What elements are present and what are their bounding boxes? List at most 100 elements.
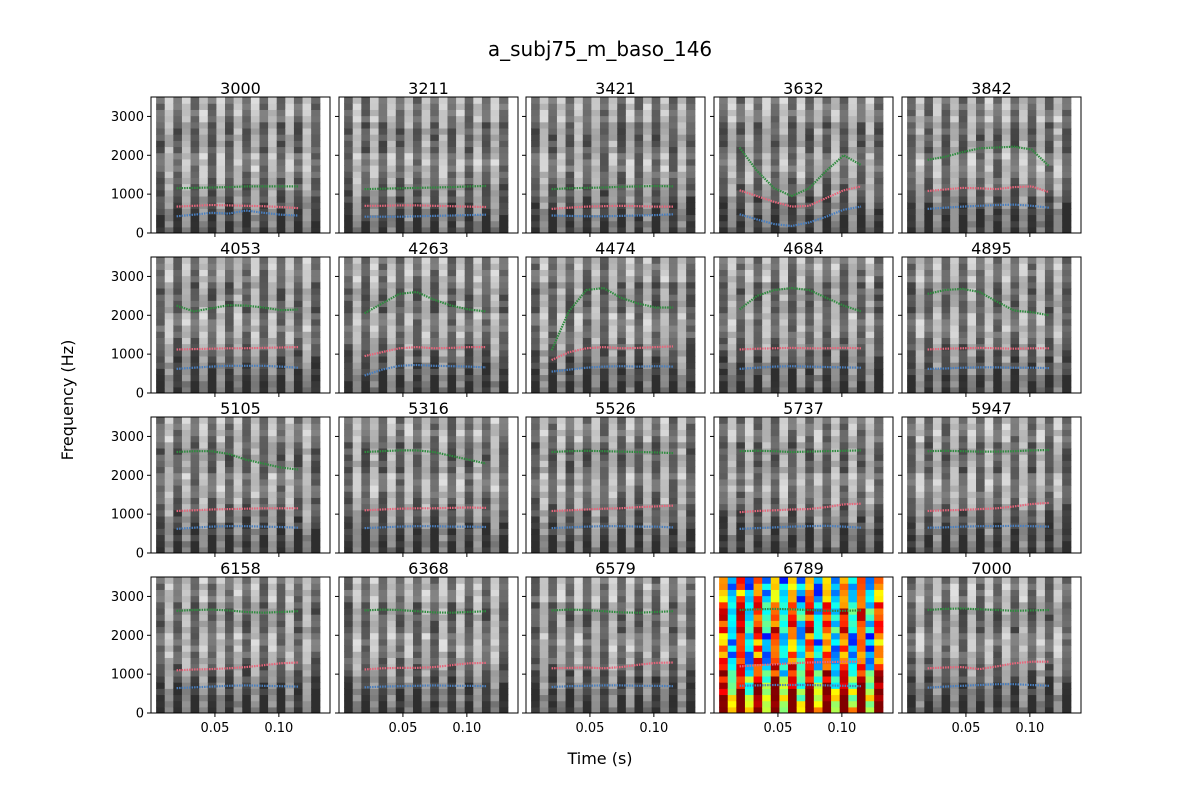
panel: 3421 <box>522 79 706 237</box>
panel-frame <box>901 96 1082 234</box>
formant-track-f3 <box>364 184 487 191</box>
panel-frame <box>150 96 331 234</box>
formant-track-f3 <box>551 449 674 455</box>
y-tick-label: 1000 <box>111 348 144 363</box>
spectrogram-image <box>902 417 1081 553</box>
panel-title: 4684 <box>783 239 824 258</box>
panel-frame <box>338 256 519 394</box>
formant-track-f1 <box>551 213 674 218</box>
panel: 4053 0 1000 2000 3000 <box>111 239 331 402</box>
panel: 5947 <box>898 399 1082 557</box>
y-tick-label: 0 <box>136 227 144 242</box>
panel: 6158 0.05 0.10 0 1000 2000 3000 <box>111 559 331 736</box>
x-tick-label: 0.05 <box>951 721 980 736</box>
y-tick-label: 1000 <box>111 508 144 523</box>
panel-frame <box>525 256 706 394</box>
panel-frame <box>901 416 1082 554</box>
panel: 4263 <box>335 239 519 397</box>
formant-track-f2 <box>739 660 861 668</box>
panel: 4474 <box>522 239 706 397</box>
panel-frame <box>338 416 519 554</box>
panel: 3842 <box>898 79 1082 237</box>
formant-track-f3 <box>364 290 487 315</box>
panel-title: 3211 <box>408 79 449 98</box>
formant-track-f1 <box>176 209 299 218</box>
panel: 6579 0.05 0.10 <box>522 559 706 736</box>
formant-track-f3 <box>551 184 674 191</box>
formant-track-f3 <box>739 449 862 454</box>
formant-track-f3 <box>551 608 674 614</box>
spectrogram-image <box>151 257 330 393</box>
panel-title: 4895 <box>971 239 1012 258</box>
panel-frame <box>338 576 519 714</box>
panel-title: 4474 <box>595 239 636 258</box>
formant-track-f2 <box>551 504 674 513</box>
spectrogram-image <box>714 417 893 553</box>
formant-track-f3 <box>739 607 862 612</box>
x-axis-label: Time (s) <box>566 749 632 768</box>
formant-track-f1 <box>364 684 487 689</box>
spectrogram-image <box>526 97 705 233</box>
panel: 5105 0 1000 2000 3000 <box>111 399 331 562</box>
x-tick-label: 0.05 <box>200 721 229 736</box>
formant-track-f3 <box>927 448 1050 453</box>
formant-track-f3 <box>927 145 1050 167</box>
panel: 5526 <box>522 399 706 557</box>
panel-title: 5947 <box>971 399 1012 418</box>
panel-frame <box>150 256 331 394</box>
x-tick-label: 0.05 <box>763 721 792 736</box>
panel: 6789 0.05 0.10 <box>710 559 894 736</box>
formant-track-f2 <box>364 204 487 209</box>
formant-track-f2 <box>364 345 486 358</box>
y-tick-label: 3000 <box>111 110 144 125</box>
formant-track-f1 <box>551 525 674 530</box>
formant-track-f2 <box>176 203 299 210</box>
x-tick-label: 0.10 <box>264 721 293 736</box>
spectrogram-image <box>902 577 1081 713</box>
panel: 5316 <box>335 399 519 557</box>
panel-frame <box>713 576 894 714</box>
y-tick-label: 0 <box>136 387 144 402</box>
spectrogram-image <box>151 577 330 713</box>
formant-track-f2 <box>176 661 299 672</box>
panel: 4895 <box>898 239 1082 397</box>
panel-frame <box>150 576 331 714</box>
panel-frame <box>901 256 1082 394</box>
panel-title: 3421 <box>595 79 636 98</box>
formant-track-f2 <box>927 501 1050 513</box>
formant-track-f1 <box>176 684 299 690</box>
formant-track-f1 <box>364 213 487 218</box>
y-tick-label: 0 <box>136 707 144 722</box>
panel-frame <box>338 96 519 234</box>
y-tick-label: 1000 <box>111 668 144 683</box>
formant-track-f3 <box>738 146 862 198</box>
x-tick-label: 0.10 <box>827 721 856 736</box>
y-tick-label: 3000 <box>111 590 144 605</box>
y-tick-label: 3000 <box>111 270 144 285</box>
formant-track-f3 <box>176 185 298 190</box>
x-tick-label: 0.10 <box>639 721 668 736</box>
spectrogram-image <box>339 257 518 393</box>
formant-track-f1 <box>739 365 862 370</box>
spectrogram-image <box>151 97 330 233</box>
panel-frame <box>525 576 706 714</box>
spectrogram-image <box>339 417 518 553</box>
y-tick-label: 2000 <box>111 469 144 484</box>
panel-title: 3632 <box>783 79 824 98</box>
chart-title: a_subj75_m_baso_146 <box>488 37 712 61</box>
panel-title: 5737 <box>783 399 824 418</box>
spectrogram-image <box>526 577 705 713</box>
y-tick-label: 3000 <box>111 430 144 445</box>
panel: 6368 0.05 0.10 <box>335 559 519 736</box>
spectrogram-image <box>902 257 1081 393</box>
formant-track-f1 <box>739 524 862 530</box>
formant-track-f1 <box>739 683 862 688</box>
panel: 3000 0 1000 2000 3000 <box>111 79 331 242</box>
panel-title: 6579 <box>595 559 636 578</box>
formant-track-f1 <box>364 525 487 530</box>
panel-grid: 3000 0 1000 2000 3000 3211 3421 3632 3842 4053 0 10… <box>111 79 1082 736</box>
y-tick-label: 2000 <box>111 309 144 324</box>
formant-track-f3 <box>364 608 487 614</box>
formant-track-f1 <box>176 364 299 370</box>
